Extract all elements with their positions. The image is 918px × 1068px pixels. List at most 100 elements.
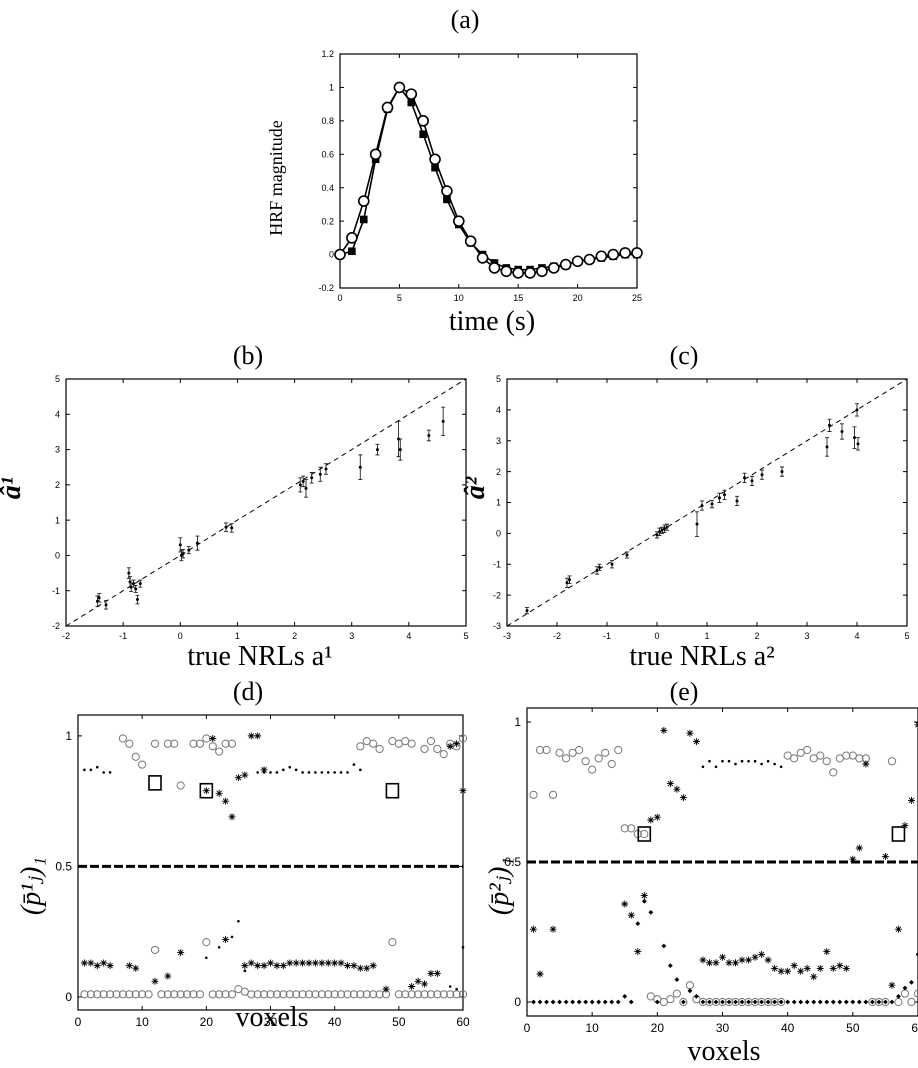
panel-e-series-2-point bbox=[760, 762, 763, 766]
panel-d-series-4-point bbox=[305, 959, 313, 967]
panel-b-axes: -2 -1 0 1 2 3 4 5 -2 -1 0 1 2 3 4 5 bbox=[52, 374, 469, 641]
panel-a-ytick-label: 1 bbox=[329, 83, 334, 93]
panel-e-series-0-point bbox=[777, 997, 786, 1007]
panel-d-series-4-point bbox=[273, 962, 281, 970]
panel-d-series-4-point bbox=[350, 962, 358, 970]
panel-c-xtick-label: -1 bbox=[603, 631, 611, 641]
hrf-series-1-point bbox=[417, 115, 429, 127]
panel-d-series-0-point bbox=[131, 752, 140, 761]
nrl-point bbox=[97, 596, 101, 600]
panel-d-series-3-point bbox=[105, 990, 115, 999]
panel-d-series-4-point bbox=[318, 959, 326, 967]
panel-e-series-1-point bbox=[627, 911, 635, 919]
panel-c-ytick-label: -2 bbox=[493, 590, 501, 600]
panel-d-series-4-point bbox=[177, 949, 185, 957]
hrf-series-1-point bbox=[464, 235, 477, 247]
panel-d-series-4-point bbox=[363, 964, 371, 972]
panel-d-series-3-point bbox=[144, 990, 153, 999]
panel-e-series-3-point bbox=[817, 999, 823, 1005]
panel-d-xtick-label: 20 bbox=[200, 1015, 214, 1029]
panel-e-series-0-point bbox=[529, 790, 538, 799]
panel-d-series-4-point bbox=[344, 962, 351, 970]
panel-d-series-1-point bbox=[282, 768, 285, 772]
panel-e-series-0-point bbox=[607, 759, 616, 769]
panel-e-series-3-point bbox=[785, 999, 791, 1005]
nrl-point bbox=[780, 470, 784, 474]
hrf-series-1-line bbox=[339, 86, 637, 274]
nrl-point bbox=[104, 603, 108, 607]
panel-d-series-3-point bbox=[118, 990, 128, 999]
panel-d-series-1-point bbox=[359, 768, 362, 772]
panel-e-series-3-point bbox=[811, 999, 817, 1005]
panel-d-series-1-point bbox=[346, 771, 349, 774]
nrl-point bbox=[135, 598, 139, 602]
panel-e-series-2-point bbox=[773, 762, 776, 766]
panel-d-series-4-point bbox=[260, 962, 268, 970]
panel-e-xtick-label: 60 bbox=[911, 1021, 918, 1035]
panel-d-series-2-point bbox=[222, 797, 230, 805]
panel-b-ytick-label: 3 bbox=[55, 445, 60, 455]
panel-e-series-0-point bbox=[900, 989, 910, 998]
panel-d-series-1-point bbox=[339, 771, 343, 774]
nrl-point bbox=[568, 578, 571, 582]
panel-e-series-0-point bbox=[887, 757, 897, 766]
panel-e-series-0-point bbox=[601, 748, 610, 757]
panel-c-xtick-label: 3 bbox=[804, 631, 809, 641]
panel-d-series-3-point bbox=[112, 990, 121, 999]
panel-d-series-3-point bbox=[189, 990, 198, 999]
panel-d-series-3-point bbox=[221, 990, 230, 999]
panel-d-series-4-point bbox=[299, 959, 307, 967]
panel-c-xtick-label: -2 bbox=[553, 631, 561, 641]
hrf-series-1-point bbox=[619, 247, 631, 259]
panel-d-series-3-point bbox=[349, 990, 359, 999]
panel-e-series-1-point bbox=[771, 964, 779, 972]
nrl-point bbox=[598, 565, 601, 569]
panel-e-series-0-point bbox=[698, 997, 708, 1007]
panel-e-series-3-point bbox=[700, 999, 706, 1005]
panel-c-axes: -3 -2 -1 0 1 2 3 4 5 -3 -2 -1 0 1 2 3 4 5 bbox=[493, 374, 910, 641]
panel-d-series-3-point bbox=[369, 990, 378, 999]
panel-e-series-0-point bbox=[672, 989, 681, 998]
panel-e-series-1-point bbox=[777, 967, 785, 975]
panel-d-series-2-point bbox=[241, 771, 249, 779]
panel-d-series-0-point bbox=[170, 739, 179, 748]
panel-e-series-1-point bbox=[699, 956, 707, 964]
panel-b-ytick-label: 5 bbox=[55, 374, 60, 384]
panel-d-series-5-point bbox=[448, 985, 452, 988]
nrl-point bbox=[134, 587, 138, 591]
hrf-series-0-point bbox=[419, 130, 427, 139]
panel-e-series-2-point bbox=[701, 765, 705, 769]
panel-b-xtick-label: -1 bbox=[119, 631, 127, 641]
panel-c-xtick-label: 5 bbox=[904, 631, 909, 641]
panel-e-series-3-point bbox=[531, 999, 536, 1005]
panel-e-series-0-point bbox=[705, 997, 714, 1007]
nrl-point bbox=[700, 504, 704, 508]
hrf-series-1-point bbox=[524, 267, 536, 279]
panel-e-series-3-point bbox=[778, 999, 784, 1005]
hrf-series-0-point bbox=[431, 163, 439, 172]
panel-d-series-3-point bbox=[215, 990, 224, 999]
panel-d-series-3-point bbox=[407, 990, 416, 999]
panel-d-series-1-point bbox=[89, 768, 93, 772]
panel-d-series-4-point bbox=[408, 983, 416, 991]
panel-e-ytick-label: 0.5 bbox=[504, 855, 521, 869]
panel-e-series-1-point bbox=[881, 852, 889, 860]
panel-d-series-3-point bbox=[452, 990, 461, 999]
panel-a-xtick-label: 0 bbox=[337, 293, 342, 303]
panel-d-series-1-point bbox=[326, 771, 330, 774]
panel-e-series-1-point bbox=[862, 760, 870, 768]
panel-d-label: (d) bbox=[233, 677, 263, 706]
panel-c-identity-line bbox=[506, 378, 908, 627]
panel-d-series-0-point bbox=[369, 739, 378, 748]
panel-e-series-3-point bbox=[830, 999, 836, 1005]
panel-e-series-3-point bbox=[746, 999, 751, 1005]
panel-d-series-3-point bbox=[413, 990, 423, 999]
panel-e-series-0-point bbox=[711, 997, 721, 1007]
panel-d-series-3-point bbox=[401, 990, 410, 999]
nrl-point bbox=[625, 553, 629, 557]
panel-a-xtick-label: 5 bbox=[397, 293, 402, 303]
panel-d-axes: 0 10 20 30 40 50 60 0 0.5 1 bbox=[55, 714, 470, 1029]
panel-d-series-3-point bbox=[247, 990, 256, 999]
panel-a-ytick-label: 1.2 bbox=[321, 49, 334, 59]
